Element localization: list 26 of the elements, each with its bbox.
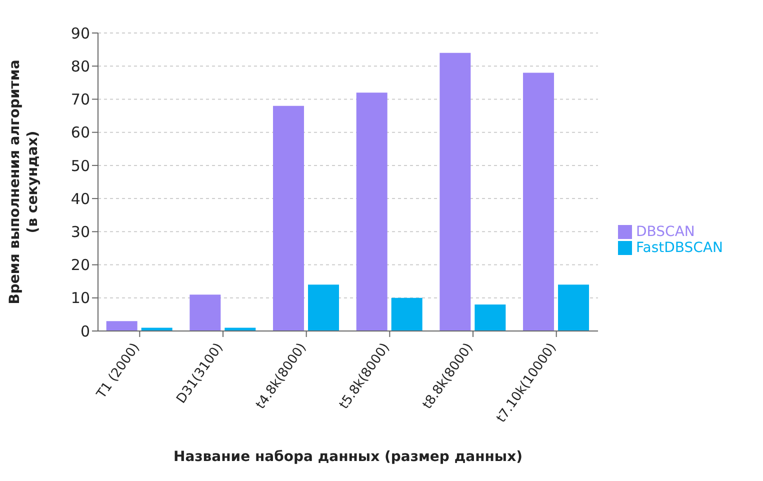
bar [308, 284, 340, 331]
bar [224, 328, 256, 331]
bar [474, 304, 506, 331]
bar [440, 52, 471, 331]
x-axis-title: Название набора данных (размер данных) [174, 449, 523, 465]
y-tick-label: 80 [70, 57, 90, 76]
y-tick-label: 10 [70, 289, 90, 308]
y-tick-label: 60 [70, 124, 90, 142]
bar [356, 92, 388, 331]
y-tick-label: 30 [70, 222, 90, 241]
bar [141, 328, 172, 331]
y-tick-label: 20 [70, 256, 90, 274]
y-tick-label: 0 [80, 322, 90, 340]
y-tick-label: 40 [70, 190, 90, 208]
bar [273, 106, 304, 331]
y-axis-title: Время выполнения алгоритма (в секундах) [7, 60, 41, 304]
legend-label: FastDBSCAN [636, 240, 723, 256]
legend-label: DBSCAN [636, 224, 695, 240]
bar [106, 321, 138, 331]
bar [190, 294, 221, 331]
y-tick-label: 90 [70, 24, 90, 42]
y-tick-label: 70 [70, 90, 90, 109]
bar [391, 298, 422, 331]
bar [558, 284, 590, 331]
y-tick-label: 50 [70, 156, 90, 175]
bar [523, 72, 554, 331]
